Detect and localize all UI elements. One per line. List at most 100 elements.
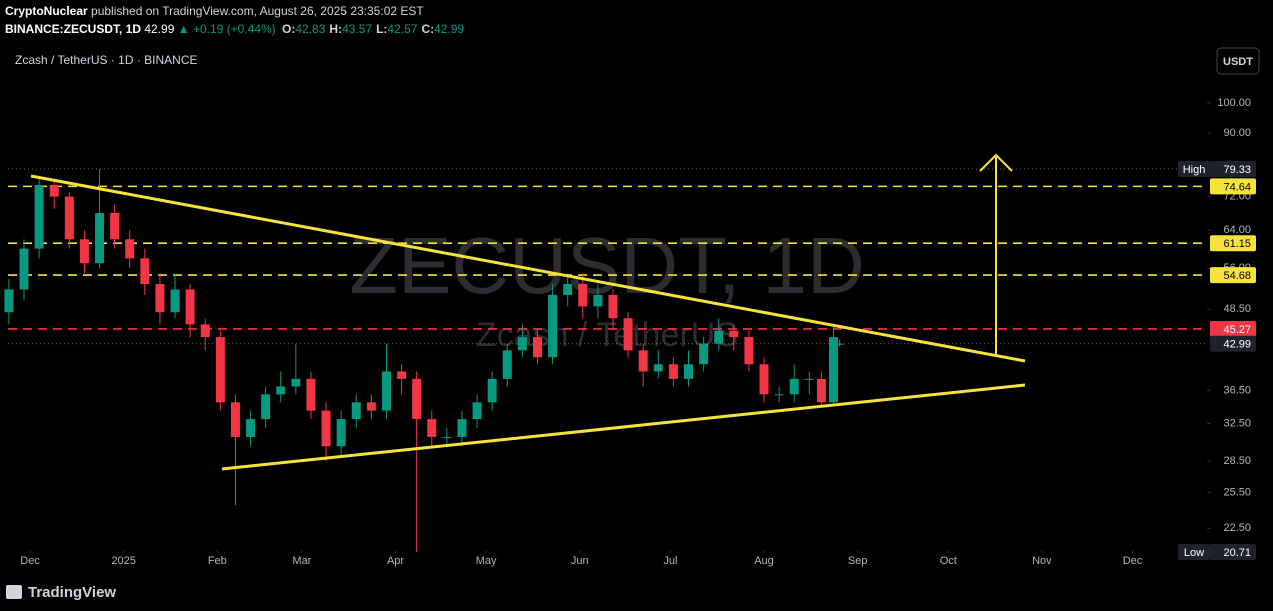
upper-trendline (30, 174, 1026, 363)
price-label-box (1210, 335, 1256, 352)
candle-body (774, 394, 784, 396)
candle-body (532, 337, 542, 358)
x-tick-label: Nov (1032, 555, 1052, 567)
symbol: BINANCE:ZECUSDT, 1D (5, 22, 141, 36)
candle-body (276, 386, 286, 395)
x-tick-label: May (476, 555, 497, 567)
candle-body (49, 184, 59, 197)
x-tick-label: Dec (20, 555, 40, 567)
candle-body (261, 394, 271, 420)
candle-body (744, 337, 754, 365)
header-line-2: BINANCE:ZECUSDT, 1D 42.99 ▲ +0.19 (+0.44… (5, 22, 464, 36)
x-tick-label: 2025 (111, 555, 135, 567)
price-label-box (1210, 160, 1256, 177)
candle-body (321, 410, 331, 447)
candle-body (653, 364, 663, 372)
candle-body (623, 318, 633, 351)
candle-body (638, 350, 648, 372)
x-tick-label: Dec (1123, 555, 1143, 567)
y-tick-label: 25.50 (1223, 487, 1251, 499)
candle-body (835, 343, 845, 345)
change: ▲ +0.19 (+0.44%) (178, 22, 276, 36)
candle-body (64, 196, 74, 240)
ohlc-value: 42.83 (295, 22, 325, 36)
y-tick-label: 100.00 (1217, 97, 1251, 109)
currency-button[interactable] (1216, 47, 1260, 75)
ohlc: O:42.83 H:43.57 L:42.57 C:42.99 (282, 22, 464, 36)
last-price: 42.99 (144, 22, 174, 36)
target-arrow-head (979, 153, 1013, 172)
x-tick-label: Apr (387, 555, 404, 567)
x-tick-label: Aug (754, 555, 774, 567)
candle-body (140, 258, 150, 285)
candle-body (306, 378, 316, 411)
y-tick-label: 48.50 (1223, 303, 1251, 315)
candle-body (4, 289, 14, 313)
price-label-box (1210, 320, 1256, 337)
price-label: 79.33 (1223, 164, 1251, 176)
candle-body (200, 324, 210, 338)
price-label-box (1210, 543, 1256, 560)
x-tick-label: Sep (848, 555, 868, 567)
candle-body (427, 419, 437, 437)
price-label: 42.99 (1223, 339, 1251, 351)
x-tick-label: Jul (663, 555, 677, 567)
x-tick-label: Oct (940, 555, 957, 567)
header-line-1: CryptoNuclear published on TradingView.c… (5, 4, 424, 18)
price-label: 45.27 (1223, 324, 1251, 336)
price-label-box (1210, 178, 1256, 195)
y-tick-label: 22.50 (1223, 522, 1251, 534)
candle-body (789, 378, 799, 395)
candle-body (381, 371, 391, 411)
price-tag: High (1183, 164, 1206, 176)
ohlc-key: L: (376, 22, 387, 36)
candle-body (472, 402, 482, 420)
published: published on TradingView.com, August 26,… (91, 4, 424, 18)
candle-body (412, 378, 422, 420)
watermark-name: Zcash / TetherUS (476, 316, 738, 354)
candle-body (215, 337, 225, 403)
candle-body (397, 371, 407, 379)
candle-body (95, 212, 105, 264)
price-axis: 100.0090.0072.0064.0056.0048.5036.5032.5… (1178, 97, 1256, 560)
y-tick-label: 64.00 (1223, 224, 1251, 236)
lower-trendline (221, 383, 1026, 471)
candle-body (593, 294, 603, 307)
ohlc-value: 42.57 (387, 22, 417, 36)
price-tag-box (1178, 160, 1210, 177)
ohlc-value: 42.99 (434, 22, 464, 36)
candle-body (19, 248, 29, 290)
candle-body (79, 239, 89, 264)
candle-body (684, 364, 694, 379)
candle-body (125, 239, 135, 259)
watermark-symbol: ZECUSDT, 1D (349, 221, 865, 310)
footer-logo: TradingView (28, 584, 116, 601)
candle-body (699, 343, 709, 365)
candle-body (110, 212, 120, 240)
candle-body (759, 364, 769, 395)
candle-body (336, 419, 346, 447)
y-tick-label: 36.50 (1223, 384, 1251, 396)
candle-body (170, 289, 180, 313)
y-tick-label: 90.00 (1223, 127, 1251, 139)
ohlc-key: H: (329, 22, 342, 36)
logo-icon (6, 585, 22, 599)
x-tick-label: Mar (292, 555, 311, 567)
candle-body (608, 294, 618, 319)
candle-body (457, 419, 467, 437)
currency-button-label[interactable]: USDT (1223, 56, 1253, 68)
candle-body (548, 294, 558, 358)
chart-legend: Zcash / TetherUS · 1D · BINANCE (15, 53, 198, 67)
footer: TradingView (6, 584, 116, 601)
candle-body (351, 402, 361, 420)
x-tick-label: Feb (208, 555, 227, 567)
candle-body (185, 289, 195, 325)
candle-body (804, 378, 814, 380)
candle-body (714, 330, 724, 344)
candle-body (366, 402, 376, 411)
candle-body (578, 284, 588, 307)
ohlc-key: O: (282, 22, 295, 36)
y-tick-label: 28.50 (1223, 455, 1251, 467)
candle-body (517, 337, 527, 351)
